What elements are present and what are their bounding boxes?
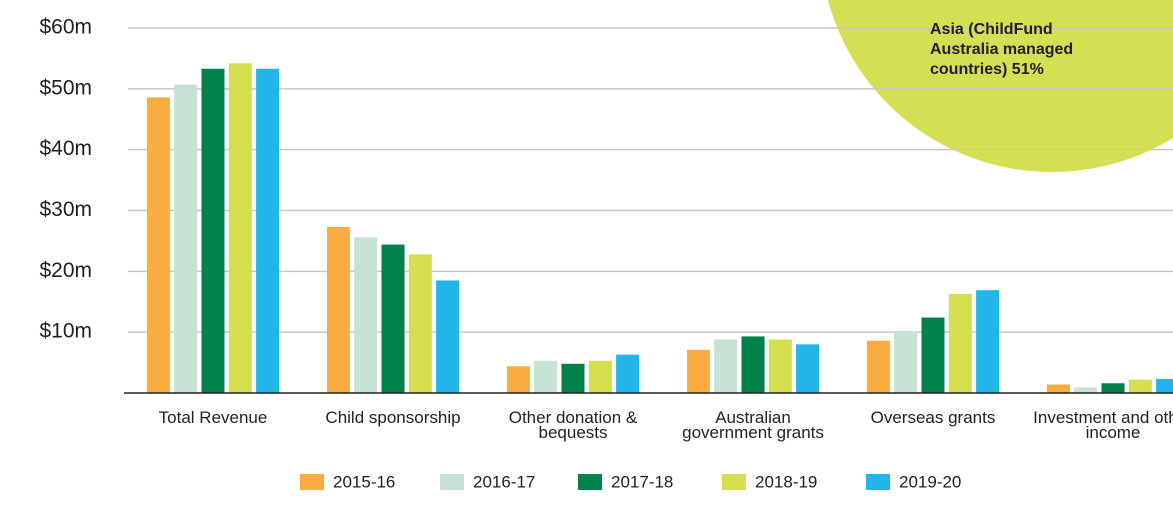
bar: [561, 363, 585, 393]
bar: [921, 317, 945, 393]
bar: [1156, 379, 1173, 393]
bar: [408, 254, 432, 393]
x-tick-label: Child sponsorship: [325, 408, 461, 427]
bar: [616, 354, 640, 393]
legend-swatch: [440, 474, 464, 490]
bar: [534, 360, 558, 393]
legend-swatch: [722, 474, 746, 490]
legend-label: 2016-17: [473, 472, 535, 491]
bar: [1074, 387, 1098, 393]
bar: [948, 293, 972, 393]
legend-label: 2017-18: [611, 472, 673, 491]
bar: [1128, 379, 1152, 393]
x-tick-label: Overseas grants: [870, 408, 996, 427]
bar: [686, 349, 710, 393]
bar: [588, 360, 612, 393]
annotation: Asia (ChildFund Australia managed countr…: [930, 21, 1074, 78]
bar: [354, 237, 378, 393]
highlight-circle: [827, 0, 1173, 172]
bar: [714, 339, 738, 393]
legend-label: 2018-19: [755, 472, 817, 491]
bar: [1101, 383, 1125, 393]
x-tick-label: Australian government grants: [682, 408, 824, 442]
y-tick-label: $50m: [39, 76, 92, 99]
bar: [768, 339, 792, 393]
bar: [174, 84, 198, 393]
bar: [326, 226, 350, 393]
legend-swatch: [300, 474, 324, 490]
bar: [381, 244, 405, 393]
bar: [436, 280, 460, 393]
x-tick-label: Total Revenue: [158, 408, 268, 427]
x-tick-label: Investment and other income: [1033, 408, 1173, 442]
bar: [866, 340, 890, 393]
bar: [741, 336, 765, 393]
y-tick-label: $30m: [39, 198, 92, 221]
bar: [1046, 384, 1070, 393]
y-tick-label: $40m: [39, 137, 92, 160]
legend-label: 2015-16: [333, 472, 395, 491]
bar: [256, 68, 280, 393]
x-tick-label: Other donation & bequests: [508, 408, 638, 442]
bar: [146, 97, 170, 393]
bar: [201, 68, 225, 393]
bar: [228, 63, 252, 394]
legend-swatch: [866, 474, 890, 490]
legend-swatch: [578, 474, 602, 490]
bar: [796, 344, 820, 393]
bar: [976, 290, 1000, 393]
bar: [894, 330, 918, 393]
y-tick-label: $20m: [39, 259, 92, 282]
y-tick-label: $60m: [39, 16, 92, 39]
y-tick-label: $10m: [39, 320, 92, 343]
legend-label: 2019-20: [899, 472, 961, 491]
bar: [506, 366, 530, 393]
